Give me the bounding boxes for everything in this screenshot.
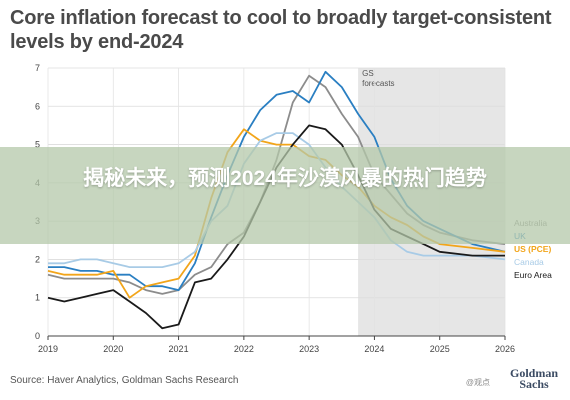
legend-entry: Euro Area [514, 270, 552, 280]
forecast-label: GS forecasts [362, 69, 394, 88]
logo-line-1: Goldman [509, 366, 558, 380]
x-tick-label: 2023 [299, 344, 319, 354]
y-tick-label: 1 [35, 293, 40, 303]
legend-entry: US (PCE) [514, 244, 551, 254]
y-tick-label: 2 [35, 254, 40, 264]
chart-title: Core inflation forecast to cool to broad… [10, 7, 552, 53]
x-tick-label: 2022 [234, 344, 254, 354]
goldman-sachs-logo: Goldman Sachs [509, 366, 558, 391]
series-line-canada [48, 132, 506, 268]
forecast-label-line: forecasts [362, 79, 394, 88]
x-tick-label: 2026 [495, 344, 515, 354]
overlay-banner-text: 揭秘未来，预测2024年沙漠风暴的热门趋势 [83, 167, 487, 190]
x-tick-label: 2024 [364, 344, 384, 354]
y-tick-label: 6 [35, 101, 40, 111]
y-tick-label: 5 [35, 140, 40, 150]
overlay-banner [0, 147, 570, 244]
x-tick-label: 2020 [103, 344, 123, 354]
x-tick-label: 2021 [169, 344, 189, 354]
y-tick-label: 0 [35, 331, 40, 341]
y-tick-label: 7 [35, 63, 40, 73]
x-tick-label: 2025 [430, 344, 450, 354]
source-note: Source: Haver Analytics, Goldman Sachs R… [10, 375, 239, 386]
logo-line-2: Sachs [519, 377, 549, 391]
legend-entry: Canada [514, 257, 544, 267]
watermark-text: @观点 [465, 378, 490, 387]
x-tick-label: 2019 [38, 344, 58, 354]
forecast-label-line: GS [362, 69, 374, 78]
